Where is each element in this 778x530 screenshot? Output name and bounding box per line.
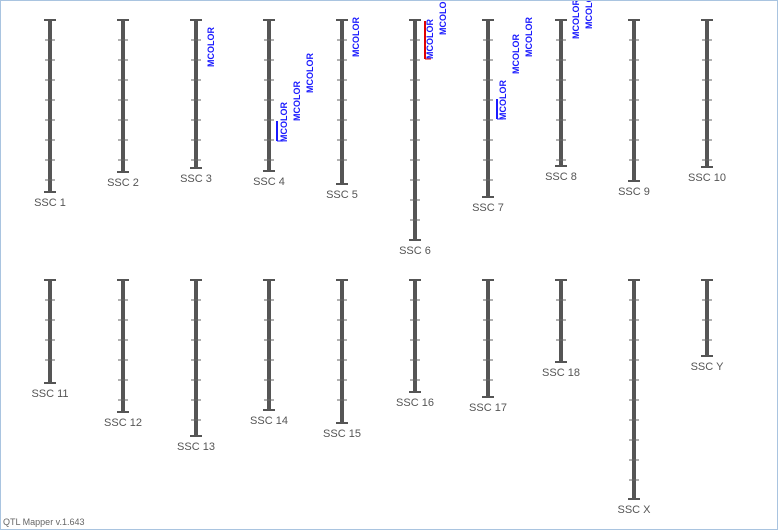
- qtl-label: MCOLOR: [584, 1, 594, 29]
- chromosome-label: SSC 6: [399, 245, 431, 257]
- chromosome: [632, 280, 636, 499]
- qtl-label: MCOLOR: [425, 19, 435, 59]
- chromosome: [48, 280, 52, 383]
- qtl-label: MCOLOR: [524, 17, 534, 57]
- chromosome-label: SSC 8: [545, 171, 577, 183]
- qtl-label: MCOLOR: [206, 27, 216, 67]
- chromosome-label: SSC 7: [472, 202, 504, 214]
- chromosome: [121, 280, 125, 412]
- chromosome-label: SSC 1: [34, 197, 66, 209]
- chromosome: [194, 280, 198, 436]
- chromosome: [486, 20, 490, 197]
- chromosome: [340, 20, 344, 184]
- qtl-label: MCOLOR: [279, 102, 289, 142]
- chromosome-label: SSC 12: [104, 417, 142, 429]
- chromosome: [705, 280, 709, 356]
- chromosome: [267, 280, 271, 410]
- chromosome-label: SSC 14: [250, 415, 288, 427]
- chromosome-label: SSC 9: [618, 186, 650, 198]
- chromosome: [705, 20, 709, 167]
- chromosome: [486, 280, 490, 397]
- qtl-label: MCOLOR: [438, 1, 448, 35]
- chromosome-label: SSC 15: [323, 428, 361, 440]
- chromosome-label: SSC X: [617, 504, 651, 516]
- chromosome-label: SSC 10: [688, 172, 726, 184]
- qtl-label: MCOLOR: [351, 17, 361, 57]
- chromosome-label: SSC 13: [177, 441, 215, 453]
- qtl-label: MCOLOR: [292, 81, 302, 121]
- chromosome-label: SSC 2: [107, 177, 139, 189]
- chromosome-label: SSC 16: [396, 397, 434, 409]
- chromosome: [121, 20, 125, 172]
- chromosome: [340, 280, 344, 423]
- chromosome: [559, 20, 563, 166]
- chromosome-label: SSC 17: [469, 402, 507, 414]
- chromosome-label: SSC 5: [326, 189, 358, 201]
- chromosome-label: SSC 3: [180, 173, 212, 185]
- chromosome: [267, 20, 271, 171]
- chromosome-label: SSC 18: [542, 367, 580, 379]
- chromosome-label: SSC Y: [691, 361, 724, 373]
- chromosome: [194, 20, 198, 168]
- chromosome: [559, 280, 563, 362]
- footer: QTL Mapper v.1.643: [3, 517, 85, 527]
- chromosome: [413, 280, 417, 392]
- chromosome: [413, 20, 417, 240]
- qtl-label: MCOLOR: [511, 34, 521, 74]
- chromosome: [48, 20, 52, 192]
- chromosome-label: SSC 11: [31, 388, 68, 400]
- qtl-label: MCOLOR: [305, 53, 315, 93]
- chromosome-label: SSC 4: [253, 176, 285, 188]
- qtl-label: MCOLOR: [498, 80, 508, 120]
- qtl-label: MCOLOR: [571, 1, 581, 39]
